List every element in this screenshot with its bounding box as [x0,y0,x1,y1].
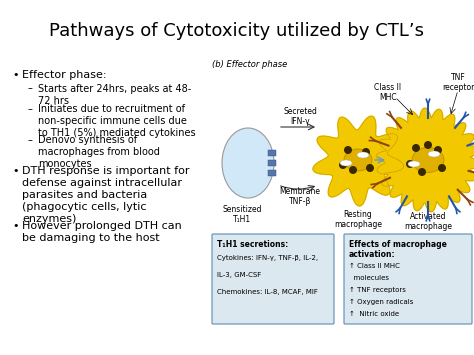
Circle shape [344,146,352,154]
Text: Effects of macrophage
activation:: Effects of macrophage activation: [349,240,447,260]
Bar [268,160,276,166]
Text: Membrane
TNF-β: Membrane TNF-β [280,187,320,206]
Ellipse shape [412,147,444,173]
Text: ↑ Class II MHC: ↑ Class II MHC [349,263,400,269]
Text: ↑ Oxygen radicals: ↑ Oxygen radicals [349,299,413,305]
Ellipse shape [408,161,420,167]
Text: (b) Effector phase: (b) Effector phase [212,60,287,69]
FancyBboxPatch shape [212,234,334,324]
Ellipse shape [222,128,274,198]
Circle shape [412,144,420,152]
Circle shape [339,161,347,169]
Ellipse shape [340,160,352,166]
Text: Pathways of Cytotoxicity utilized by CTL’s: Pathways of Cytotoxicity utilized by CTL… [49,22,425,40]
Text: Class II
MHC: Class II MHC [374,83,401,102]
Text: •: • [12,165,18,175]
Text: –: – [28,104,33,115]
Polygon shape [376,108,474,212]
Text: T₁H1 secretions:: T₁H1 secretions: [217,240,288,249]
Circle shape [366,164,374,172]
Text: IL-3, GM-CSF: IL-3, GM-CSF [217,272,261,278]
Text: Cytokines: IFN-γ, TNF-β, IL-2,: Cytokines: IFN-γ, TNF-β, IL-2, [217,255,318,261]
Text: •: • [12,70,18,80]
Ellipse shape [357,152,369,158]
Text: Denovo synthesis of
macrophages from blood
monocytes: Denovo synthesis of macrophages from blo… [38,135,160,169]
Circle shape [406,160,414,168]
Polygon shape [313,116,403,206]
Text: Starts after 24hrs, peaks at 48-
72 hrs: Starts after 24hrs, peaks at 48- 72 hrs [38,83,191,105]
Text: Initiates due to recruitment of
non-specific immune cells due
to TH1 (5%) mediat: Initiates due to recruitment of non-spec… [38,104,196,138]
Text: DTH response is important for
defense against intracellular
parasites and bacter: DTH response is important for defense ag… [22,165,190,224]
Text: Chemokines: IL-8, MCAF, MIF: Chemokines: IL-8, MCAF, MIF [217,289,318,295]
Ellipse shape [428,151,440,157]
Circle shape [438,164,446,172]
Text: However prolonged DTH can
be damaging to the host: However prolonged DTH can be damaging to… [22,221,182,243]
Text: –: – [28,135,33,145]
Text: molecules: molecules [349,275,389,281]
Bar [268,150,276,156]
Bar [268,170,276,176]
Circle shape [418,168,426,176]
Text: Secreted
IFN-γ: Secreted IFN-γ [283,107,317,126]
Text: ↑  Nitric oxide: ↑ Nitric oxide [349,311,399,317]
Text: Activated
macrophage: Activated macrophage [404,212,452,231]
Text: ↑ TNF receptors: ↑ TNF receptors [349,287,406,293]
Text: •: • [12,221,18,231]
Ellipse shape [344,149,372,171]
Circle shape [434,146,442,154]
Text: Resting
macrophage: Resting macrophage [334,210,382,229]
Text: –: – [28,83,33,93]
Text: Sensitized
T₁H1: Sensitized T₁H1 [222,205,262,224]
FancyBboxPatch shape [344,234,472,324]
Text: Effector phase:: Effector phase: [22,70,107,80]
Circle shape [362,148,370,156]
Circle shape [424,141,432,149]
Circle shape [349,166,357,174]
Text: TNF
receptor: TNF receptor [442,73,474,92]
